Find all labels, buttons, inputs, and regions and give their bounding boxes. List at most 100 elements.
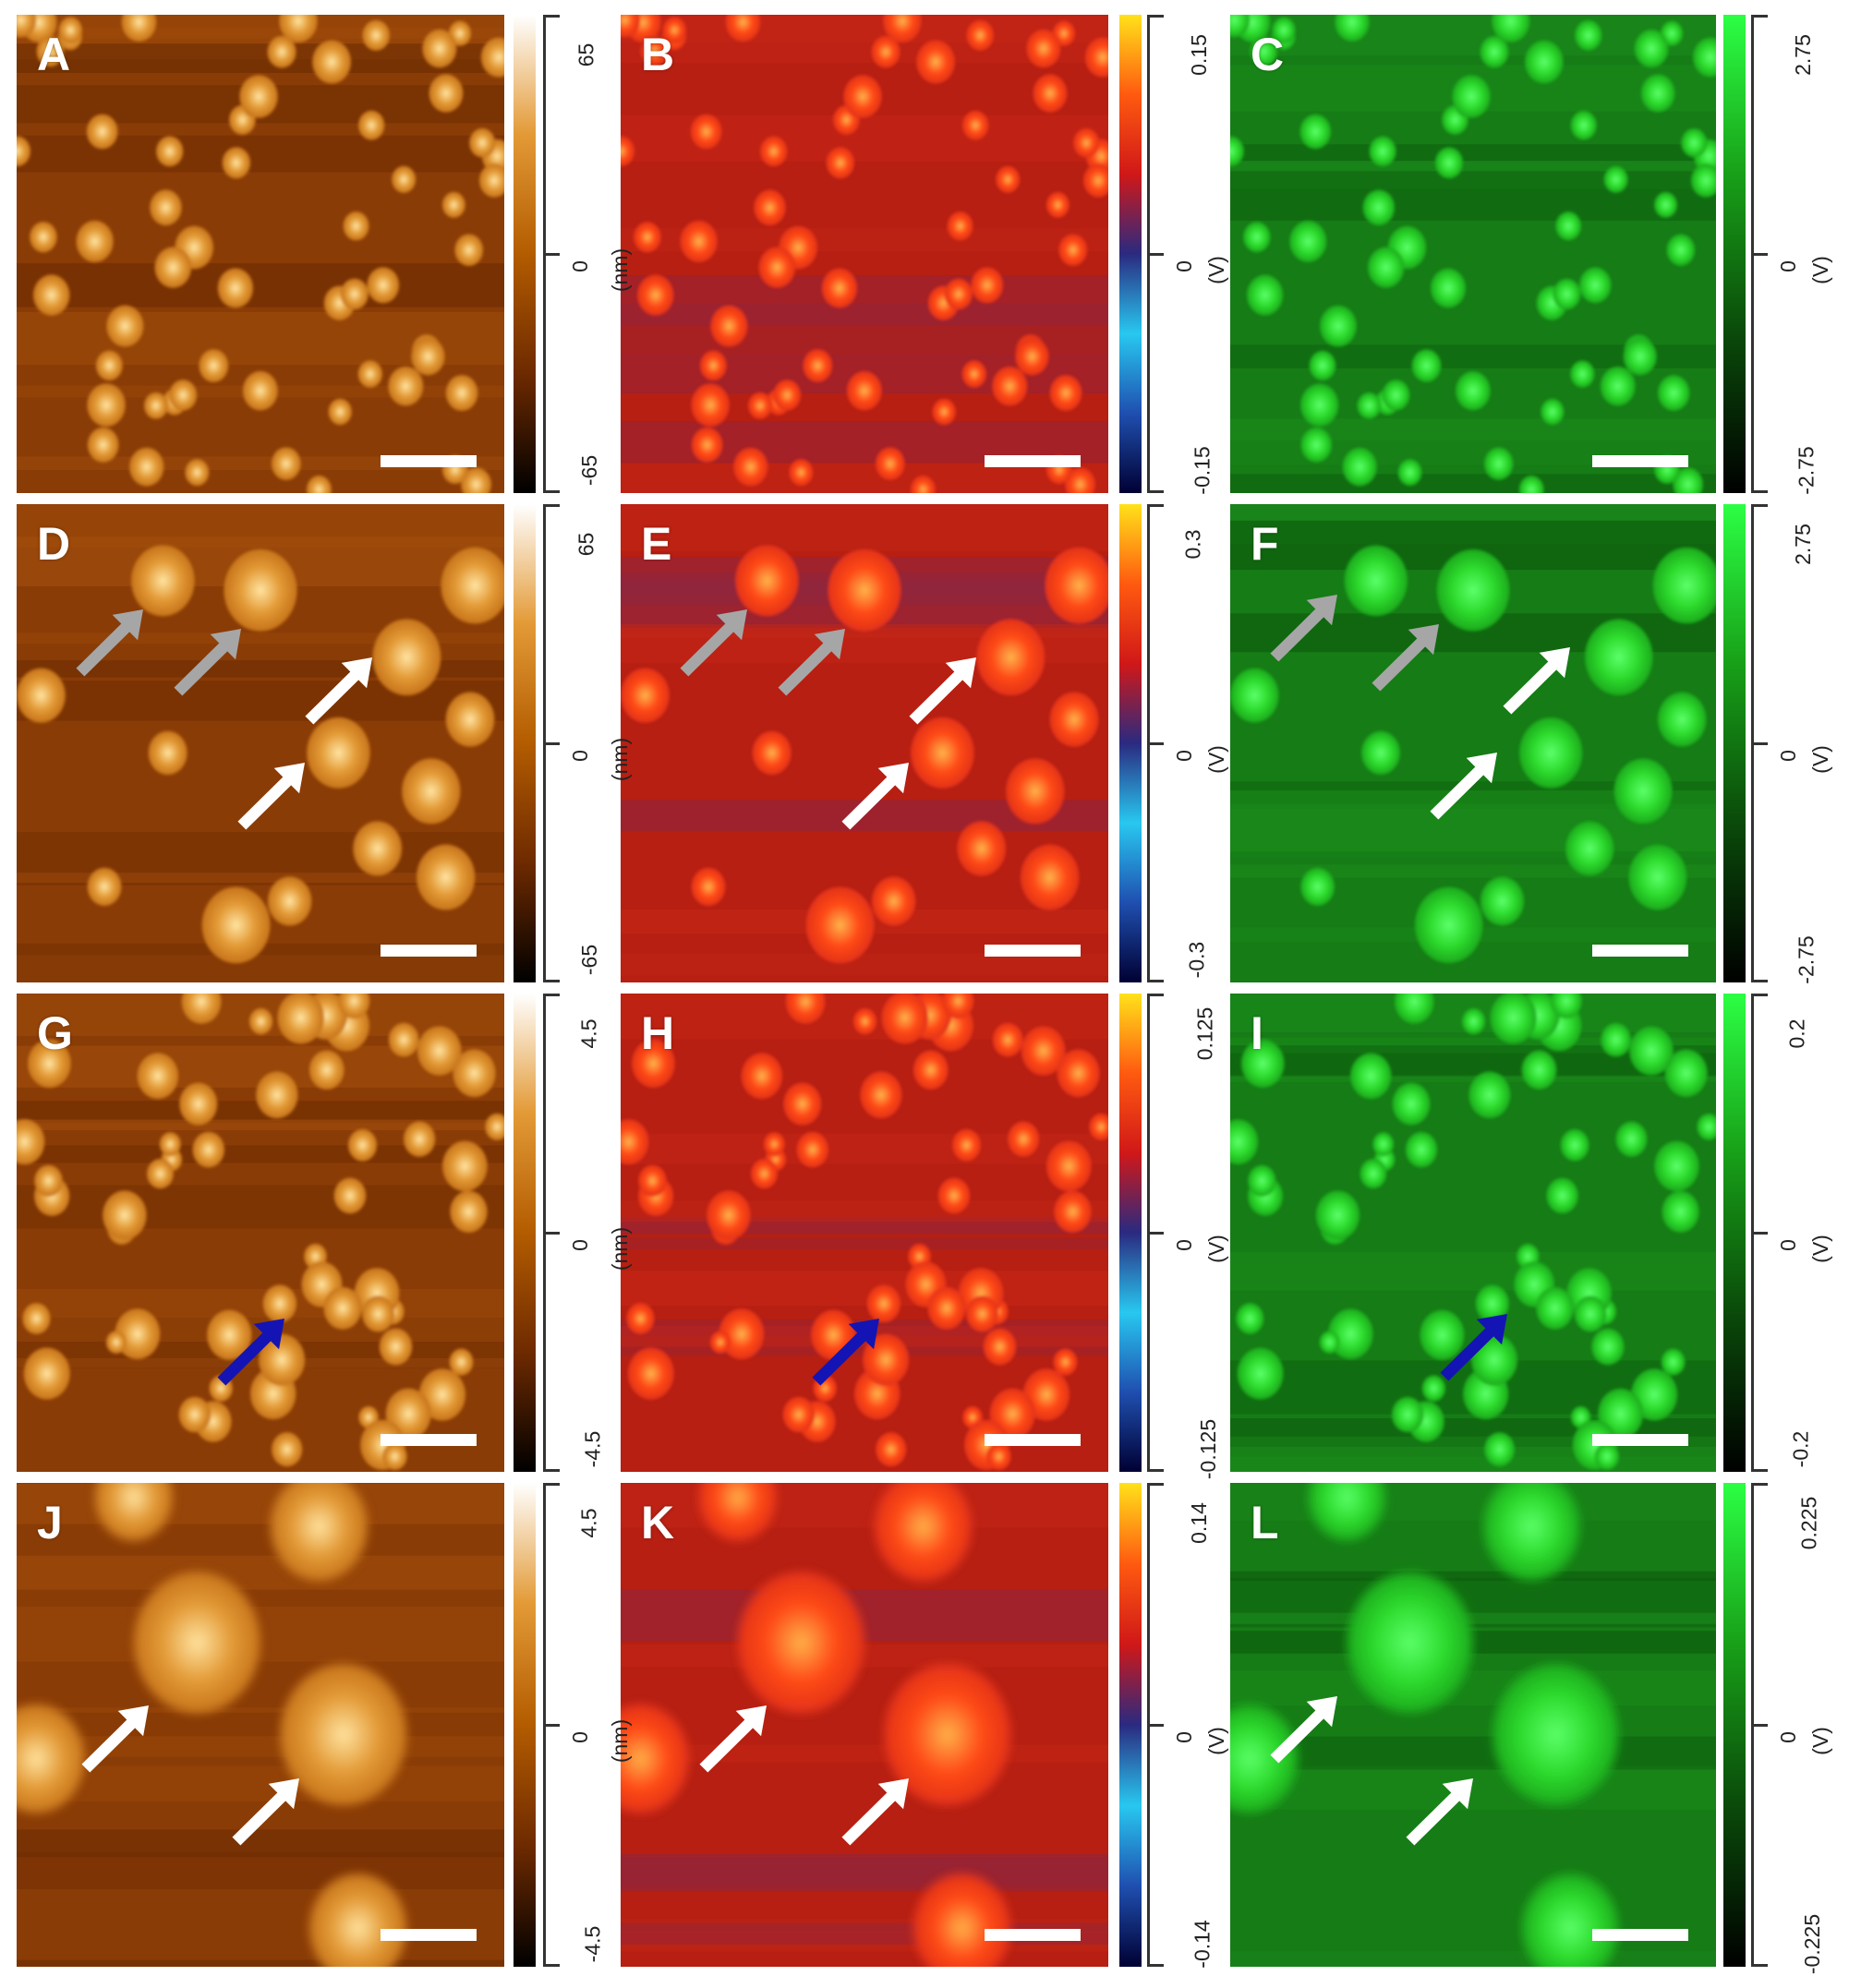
particle xyxy=(1372,1132,1395,1156)
particle xyxy=(1300,427,1333,463)
particle xyxy=(312,40,352,84)
particle xyxy=(1634,29,1669,68)
particle xyxy=(662,17,687,43)
particle xyxy=(1335,15,1370,42)
particle xyxy=(1015,337,1049,376)
particle xyxy=(1490,994,1537,1044)
blue-arrow-icon xyxy=(1439,1314,1507,1387)
particle xyxy=(1361,730,1401,775)
particle xyxy=(707,1190,751,1240)
particle xyxy=(372,619,441,696)
particle xyxy=(308,1873,407,1967)
particle xyxy=(392,165,417,193)
particle xyxy=(28,1039,71,1088)
particle xyxy=(966,1295,998,1332)
particle xyxy=(416,844,476,910)
particle xyxy=(1082,163,1108,198)
panel-label: I xyxy=(1251,1007,1263,1059)
panel-label: K xyxy=(641,1497,675,1548)
particle xyxy=(621,136,635,167)
particle xyxy=(843,75,882,118)
colorbar-mid-label: 0 xyxy=(1775,750,1800,762)
colorbar-max-label: 4.5 xyxy=(576,1508,601,1538)
colorbar-topo xyxy=(514,15,536,493)
particle xyxy=(680,220,718,263)
particle xyxy=(185,459,210,487)
particle xyxy=(1084,37,1108,78)
colorbar-min-label: -2.75 xyxy=(1794,935,1819,984)
particle xyxy=(58,17,83,43)
particle xyxy=(1594,1442,1620,1471)
particle xyxy=(690,114,722,150)
gray-arrow-icon xyxy=(75,608,144,682)
scale-bar xyxy=(985,945,1081,957)
colorbar-green xyxy=(1723,504,1746,982)
topo-afm-image xyxy=(17,994,504,1472)
particle xyxy=(1546,1177,1578,1214)
colorbar-mid-label: 0 xyxy=(1171,260,1196,272)
particle xyxy=(971,267,1004,304)
particle xyxy=(803,349,833,382)
particle xyxy=(992,366,1028,406)
topo-afm-image xyxy=(17,504,504,982)
particle xyxy=(357,360,382,388)
green-afm-image xyxy=(1230,504,1716,982)
panel-j: J xyxy=(17,1483,504,1967)
colorbar-unit-label: (nm) xyxy=(608,1718,633,1764)
particle xyxy=(242,370,278,411)
particle xyxy=(699,350,727,381)
particle xyxy=(763,1132,785,1157)
particle xyxy=(937,1177,971,1214)
particle xyxy=(1342,447,1377,487)
scale-bar xyxy=(381,455,477,467)
colorbar-axis: 0.2 0 -0.2 (V) xyxy=(1751,994,1839,1472)
colorbar-unit-label: (V) xyxy=(1807,1727,1832,1755)
particle xyxy=(783,1082,822,1126)
scale-bar xyxy=(381,1434,477,1446)
particle xyxy=(1319,1331,1340,1354)
particle xyxy=(333,1177,367,1214)
particle xyxy=(1392,1082,1431,1126)
particle xyxy=(1483,1432,1516,1467)
particle xyxy=(1369,136,1396,167)
particle xyxy=(916,40,956,84)
particle xyxy=(754,189,786,226)
particle xyxy=(1289,220,1327,262)
particle xyxy=(789,459,814,487)
green-afm-image xyxy=(1230,994,1716,1472)
particle xyxy=(159,1132,181,1157)
particle xyxy=(826,147,855,179)
particle xyxy=(181,994,222,1024)
particle xyxy=(1615,1121,1648,1157)
colorbar-axis: 0.3 0 -0.3 (V) xyxy=(1147,504,1235,982)
gray-arrow-icon xyxy=(173,628,241,702)
white-arrow-icon xyxy=(1405,1777,1473,1851)
colorbar-min-label: -4.5 xyxy=(580,1925,605,1963)
particle xyxy=(1405,1131,1438,1168)
particle xyxy=(1045,191,1070,218)
colorbar-min-label: -2.75 xyxy=(1794,446,1819,495)
particle xyxy=(133,1572,260,1714)
colorbar-green xyxy=(1723,15,1746,493)
particle xyxy=(863,1333,910,1386)
particle xyxy=(1300,867,1335,907)
particle xyxy=(735,545,799,617)
colorbar-mid-label: 0 xyxy=(1775,260,1800,272)
colorbar-red xyxy=(1119,504,1142,982)
particle xyxy=(1344,545,1408,617)
particle xyxy=(308,1050,344,1090)
colorbar-axis: 2.75 0 -2.75 (V) xyxy=(1751,15,1839,495)
particle xyxy=(36,35,65,67)
particle xyxy=(1058,234,1088,267)
colorbar-min-label: -0.2 xyxy=(1788,1430,1813,1468)
particle xyxy=(429,74,464,113)
colorbar-axis: 0.15 0 -0.15 (V) xyxy=(1147,15,1235,495)
particle xyxy=(1664,1049,1708,1098)
particle xyxy=(417,1026,462,1076)
topo-afm-image xyxy=(17,15,504,493)
particle xyxy=(87,867,122,907)
colorbar-min-label: -0.14 xyxy=(1190,1920,1215,1969)
colorbar-axis: 0.225 0 -0.225 (V) xyxy=(1751,1483,1839,1974)
scale-bar xyxy=(985,1929,1081,1941)
panel-k: K xyxy=(621,1483,1108,1967)
